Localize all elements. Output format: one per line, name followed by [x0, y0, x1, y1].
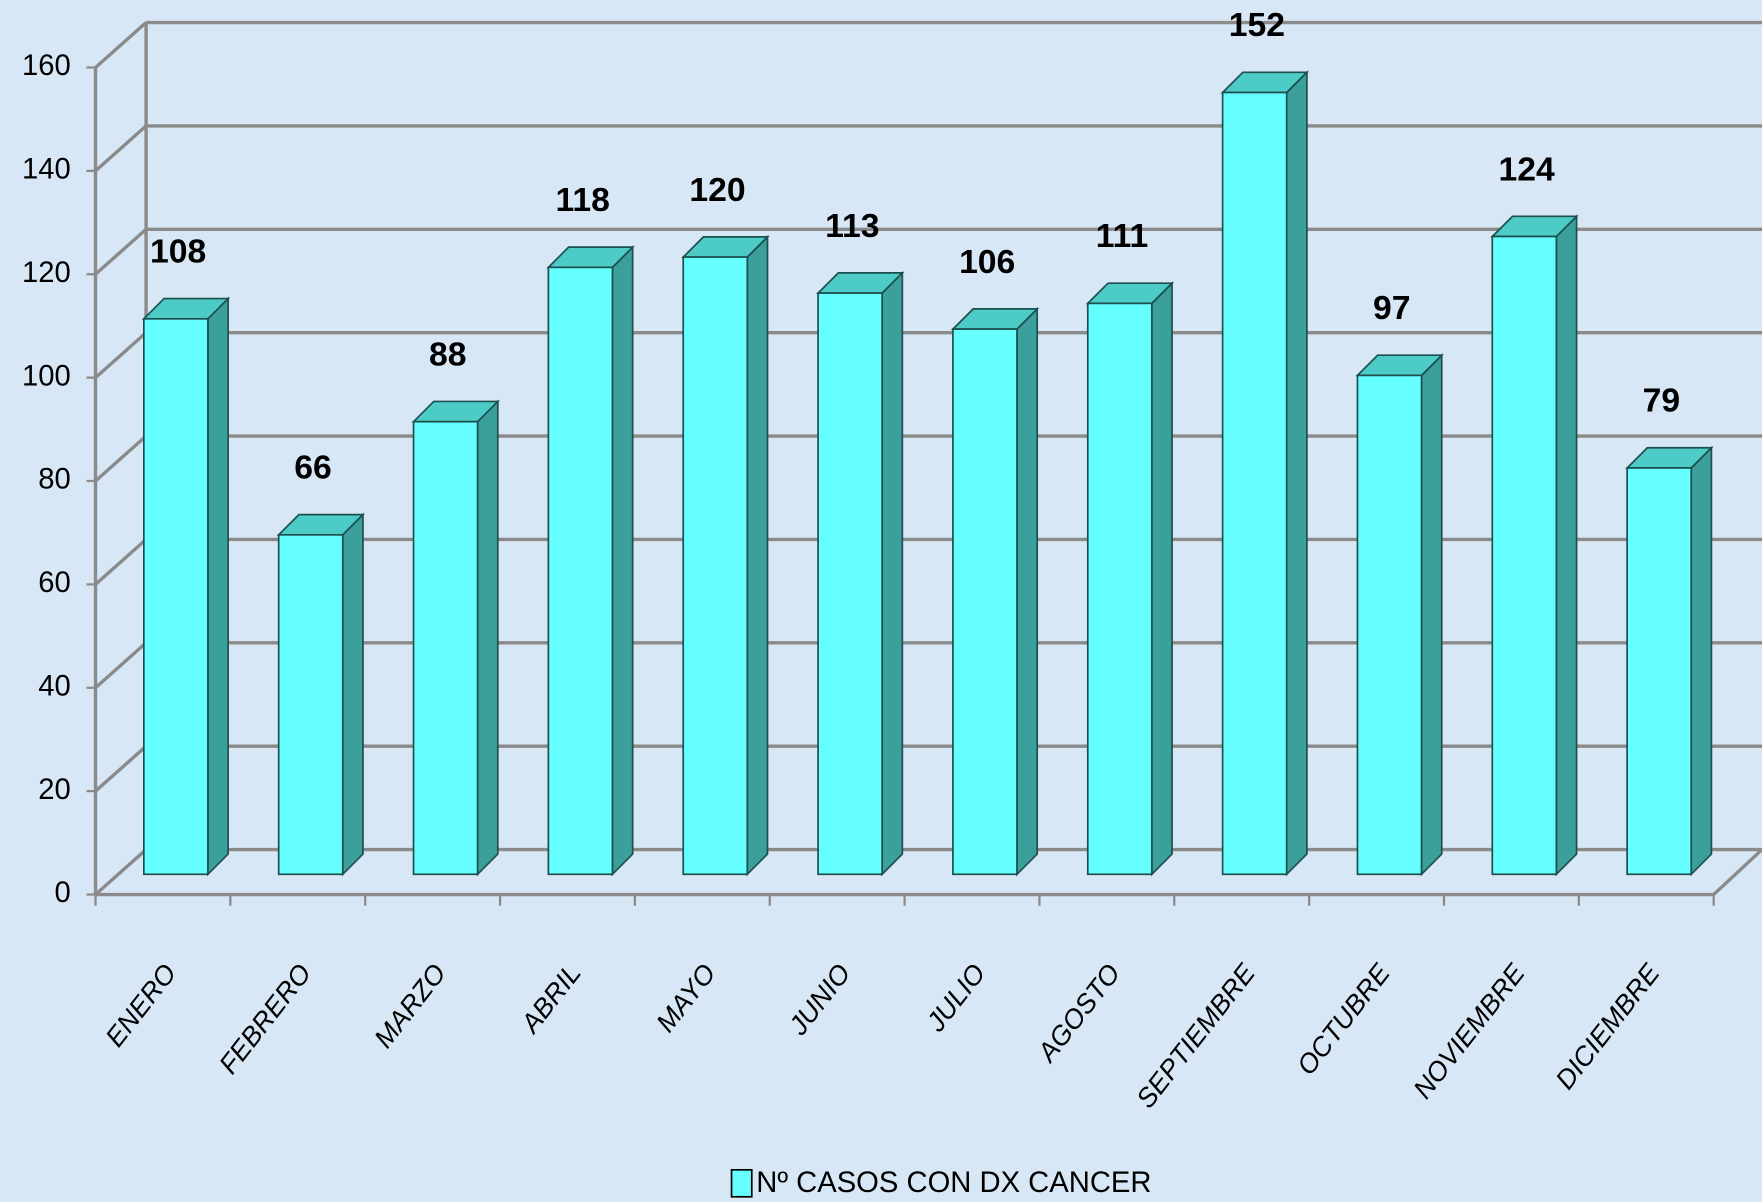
grid-side-line — [94, 848, 148, 896]
data-label: 152 — [1229, 6, 1285, 44]
bar-side — [1016, 306, 1039, 877]
y-tick-label: 80 — [38, 464, 70, 496]
data-label: 88 — [429, 335, 467, 373]
bar-side — [1420, 353, 1443, 877]
bar — [682, 256, 749, 876]
data-label: 79 — [1643, 382, 1681, 420]
y-tick-label: 140 — [22, 154, 71, 186]
bar-side — [881, 270, 904, 877]
bar-side — [476, 399, 499, 877]
bar — [1356, 374, 1423, 876]
bar — [277, 533, 344, 876]
legend-label: Nº CASOS CON DX CANCER — [756, 1167, 1151, 1199]
y-tick-label: 160 — [22, 50, 71, 82]
bar — [1491, 235, 1558, 876]
data-label: 118 — [555, 181, 609, 219]
grid-side-line — [94, 124, 148, 173]
bar-side — [1555, 214, 1578, 877]
bar — [817, 292, 883, 876]
bar — [142, 317, 209, 876]
data-label: 111 — [1096, 217, 1149, 255]
data-label: 113 — [825, 207, 879, 245]
grid-side-line — [94, 434, 148, 483]
y-tick-label: 0 — [55, 877, 71, 909]
bar — [412, 420, 479, 876]
bar-side — [341, 512, 364, 877]
bar-side — [207, 296, 229, 877]
y-tick-label: 40 — [38, 670, 70, 702]
grid-side-line — [94, 744, 148, 793]
data-label: 106 — [959, 243, 1015, 281]
data-label: 124 — [1498, 150, 1554, 188]
bar-side — [1285, 70, 1308, 877]
grid-side-line — [94, 331, 148, 379]
y-tick-label: 120 — [22, 257, 71, 289]
bar-side — [1150, 281, 1173, 877]
bar — [1626, 467, 1693, 876]
bar — [1221, 91, 1288, 876]
floor-edge — [1712, 848, 1762, 896]
grid-side-line — [94, 228, 148, 276]
bar — [547, 266, 614, 876]
grid-side-line — [94, 538, 148, 586]
data-label: 66 — [294, 449, 332, 487]
data-label: 97 — [1373, 289, 1411, 327]
bar — [952, 328, 1018, 876]
data-label: 108 — [150, 233, 206, 271]
bar — [1086, 302, 1153, 876]
data-label: 120 — [689, 171, 745, 209]
grid-side-line — [94, 21, 148, 69]
bar-side — [611, 245, 634, 877]
bar-side — [746, 234, 769, 877]
bar-side — [1690, 445, 1713, 877]
legend-swatch — [730, 1168, 753, 1198]
y-tick-label: 100 — [22, 360, 71, 392]
y-tick-label: 60 — [38, 567, 70, 599]
y-tick-label: 20 — [38, 774, 70, 806]
grid-side-line — [94, 641, 148, 690]
